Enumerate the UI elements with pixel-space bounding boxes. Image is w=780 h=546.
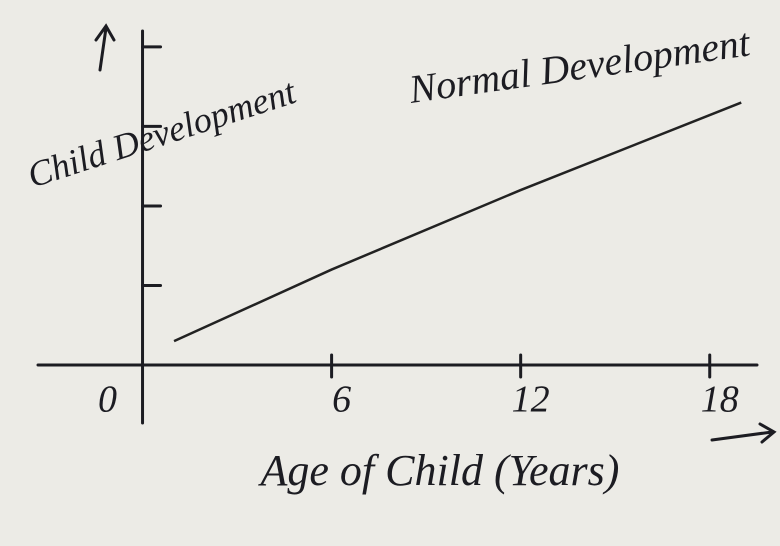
x-tick-label: 0 [98,379,117,421]
x-tick-label: 12 [512,379,550,421]
x-axis-label: Age of Child (Years) [258,446,620,495]
x-tick-label: 18 [701,379,739,421]
chart: Normal Development Child Development Age… [0,0,780,546]
page: Normal Development Child Development Age… [0,0,780,546]
x-tick-label: 6 [332,379,351,421]
